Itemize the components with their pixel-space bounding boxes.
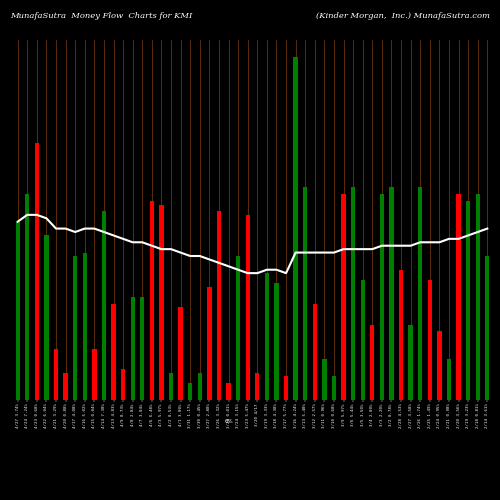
Bar — [150, 201, 154, 400]
Bar — [169, 372, 173, 400]
Bar — [303, 188, 308, 400]
Bar — [112, 304, 116, 400]
Bar — [447, 359, 451, 400]
Bar — [140, 297, 144, 400]
Bar — [370, 324, 374, 400]
Bar — [198, 372, 202, 400]
Bar — [207, 287, 212, 400]
Bar — [130, 297, 135, 400]
Bar — [255, 372, 260, 400]
Bar — [312, 304, 317, 400]
Bar — [217, 212, 221, 400]
Bar — [399, 270, 403, 400]
Bar — [16, 222, 20, 400]
Bar — [82, 252, 87, 400]
Bar — [418, 188, 422, 400]
Bar — [54, 348, 58, 400]
Bar — [102, 212, 106, 400]
Bar — [246, 215, 250, 400]
Bar — [466, 201, 470, 400]
Bar — [44, 236, 48, 400]
Bar — [428, 280, 432, 400]
Text: (Kinder Morgan,  Inc.) MunafaSutra.com: (Kinder Morgan, Inc.) MunafaSutra.com — [316, 12, 490, 20]
Bar — [92, 348, 96, 400]
Bar — [25, 194, 29, 400]
Bar — [274, 284, 278, 400]
Bar — [332, 376, 336, 400]
Bar — [34, 143, 39, 400]
Bar — [380, 194, 384, 400]
Bar — [73, 256, 78, 400]
Bar — [342, 194, 345, 400]
Bar — [284, 376, 288, 400]
Bar — [485, 256, 490, 400]
Text: 0%: 0% — [224, 419, 233, 424]
Bar — [160, 204, 164, 400]
Bar — [360, 280, 365, 400]
Text: MunafaSutra  Money Flow  Charts for KMI: MunafaSutra Money Flow Charts for KMI — [10, 12, 192, 20]
Bar — [178, 308, 183, 400]
Bar — [188, 383, 192, 400]
Bar — [64, 372, 68, 400]
Bar — [226, 383, 230, 400]
Bar — [476, 194, 480, 400]
Bar — [438, 332, 442, 400]
Bar — [294, 57, 298, 400]
Bar — [264, 273, 269, 400]
Bar — [456, 194, 460, 400]
Bar — [351, 188, 356, 400]
Bar — [408, 324, 413, 400]
Bar — [236, 256, 240, 400]
Bar — [121, 369, 126, 400]
Bar — [390, 188, 394, 400]
Bar — [322, 359, 326, 400]
